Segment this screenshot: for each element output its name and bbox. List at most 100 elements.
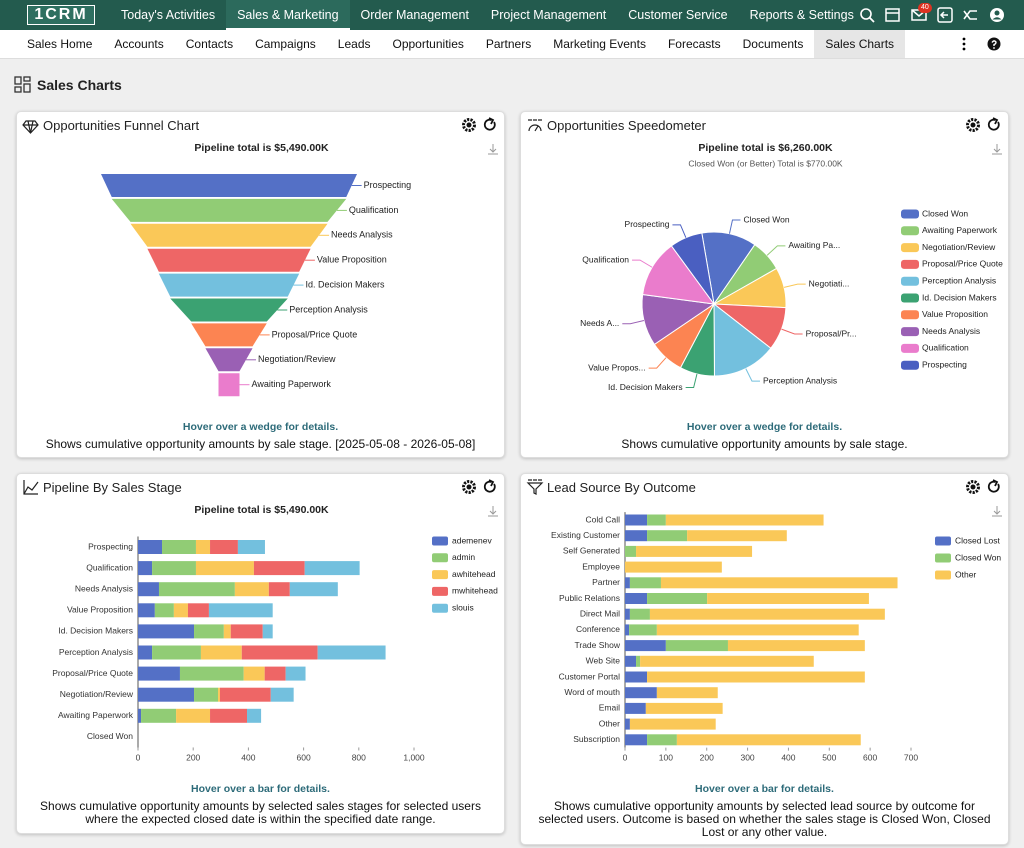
funnel-panel: Opportunities Funnel Chart Pipeline total… (16, 111, 505, 458)
x-tick-label: 0 (136, 752, 141, 762)
legend-swatch (432, 536, 448, 546)
more-icon[interactable] (958, 37, 972, 51)
funnel-label: Awaiting Paperwork (251, 379, 331, 389)
search-icon[interactable] (858, 6, 876, 24)
bar-segment (158, 582, 235, 597)
bar-segment (629, 608, 650, 620)
funnel-label: Perception Analysis (289, 304, 368, 314)
nav-item[interactable]: Project Management (490, 8, 607, 22)
download-icon[interactable] (488, 144, 498, 155)
category-label: Awaiting Paperwork (58, 710, 134, 720)
category-label: Conference (576, 624, 620, 634)
legend-swatch (901, 293, 919, 303)
settings-icon[interactable] (462, 480, 476, 494)
x-tick-label: 200 (700, 752, 714, 762)
pie-slice (642, 245, 716, 305)
settings-icon[interactable] (462, 118, 476, 132)
bar-segment (629, 718, 716, 730)
x-tick-label: 1,000 (403, 752, 425, 762)
bar-segment (625, 545, 637, 557)
calendar-icon[interactable] (884, 6, 902, 24)
bar-segment (237, 540, 265, 554)
user-icon[interactable] (988, 6, 1006, 24)
pie-slice (670, 232, 715, 305)
download-icon[interactable] (992, 144, 1002, 155)
label-line (728, 219, 741, 234)
bar-segment (173, 603, 188, 618)
nav-item[interactable]: Today's Activities (121, 8, 216, 22)
funnel-label: Needs Analysis (331, 230, 393, 240)
x-tick-label: 800 (352, 752, 366, 762)
nav-item[interactable]: Reports & Settings (749, 8, 854, 22)
bar-segment (234, 582, 269, 597)
sub-nav-item[interactable]: Accounts (114, 37, 164, 51)
bar-segment (138, 687, 195, 702)
settings-icon[interactable] (966, 480, 980, 494)
gear (966, 480, 980, 494)
x-tick-label: 400 (781, 752, 795, 762)
funnel-band (218, 373, 240, 397)
help-icon[interactable] (987, 37, 1002, 52)
nav-item[interactable]: Sales & Marketing (226, 0, 350, 30)
bar-segment (195, 561, 254, 576)
refresh-icon[interactable] (483, 117, 496, 131)
category-label: Other (599, 718, 620, 728)
legend-swatch (935, 570, 951, 580)
settings-icon[interactable] (966, 118, 980, 132)
legend-swatch (901, 209, 919, 219)
refresh-icon[interactable] (483, 479, 496, 493)
legend-swatch (432, 603, 448, 613)
page-title: Sales Charts (37, 77, 122, 93)
bar-segment (138, 603, 155, 618)
bar-segment (317, 645, 386, 660)
sub-nav-item[interactable]: Partners (485, 37, 532, 51)
exit-icon[interactable] (936, 6, 954, 24)
bar-segment (230, 624, 263, 639)
category-label: Perception Analysis (59, 647, 133, 657)
sub-nav-item[interactable]: Documents (742, 37, 804, 51)
gear-hub (970, 122, 976, 128)
category-label: Customer Portal (559, 671, 621, 681)
sub-nav-item[interactable]: Sales Charts (814, 30, 906, 58)
label-line (632, 259, 653, 268)
bar-segment (636, 655, 641, 667)
sub-nav-item[interactable]: Campaigns (255, 37, 316, 51)
sub-nav-item[interactable]: Contacts (185, 37, 234, 51)
bar-segment (268, 582, 290, 597)
legend-label: Prospecting (922, 359, 967, 369)
bar-segment (210, 540, 238, 554)
sub-nav-item[interactable]: Opportunities (392, 37, 464, 51)
legend-label: Awaiting Paperwork (922, 225, 998, 235)
logo[interactable]: 1CRM (27, 5, 95, 25)
sub-nav-item[interactable]: Sales Home (27, 37, 93, 51)
legend-swatch (901, 327, 919, 337)
bar-segment (676, 734, 861, 746)
panel-icon (526, 479, 544, 495)
legend-label: mwhitehead (452, 586, 498, 596)
bar-segment (645, 702, 723, 714)
x-tick-label: 600 (297, 752, 311, 762)
nav-item[interactable]: Customer Service (628, 8, 728, 22)
bar-segment (247, 708, 262, 723)
sub-nav-item[interactable]: Leads (337, 37, 371, 51)
sub-nav-item[interactable]: Marketing Events (553, 37, 646, 51)
category-label: Partner (592, 577, 620, 587)
nav-item[interactable]: Order Management (360, 8, 469, 22)
slice-label: Prospecting (625, 219, 670, 229)
shuffle-icon[interactable] (962, 6, 980, 24)
refresh-icon[interactable] (987, 479, 1000, 493)
bar-segment (223, 624, 231, 639)
funnel-label: Id. Decision Makers (305, 279, 385, 289)
gear (462, 480, 476, 494)
download-icon[interactable] (992, 506, 1002, 517)
refresh-icon[interactable] (987, 117, 1000, 131)
bar-segment (241, 645, 318, 660)
download-icon[interactable] (488, 506, 498, 517)
chart-subtitle: Pipeline total is $5,490.00K (194, 504, 329, 516)
category-label: Self Generated (563, 546, 620, 556)
sub-nav-item[interactable]: Forecasts (667, 37, 721, 51)
legend-label: Closed Won (955, 552, 1001, 562)
bar-segment (665, 640, 728, 652)
panel-icon (22, 120, 39, 134)
